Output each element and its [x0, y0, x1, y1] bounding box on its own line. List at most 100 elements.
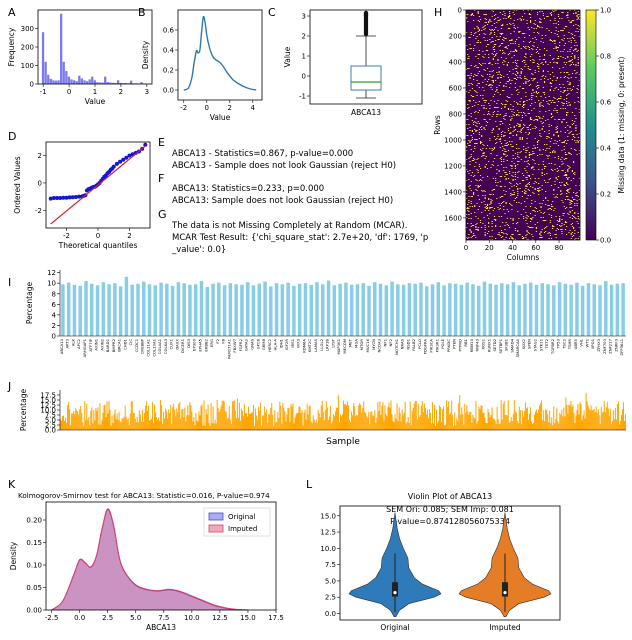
missing-cell [535, 39, 537, 40]
missing-cell [560, 131, 562, 132]
e-line-2: ABCA13 - Sample does not look Gaussian (… [172, 161, 396, 171]
panel-k-y-tick-label: 0.00 [26, 607, 42, 615]
missing-cell [535, 96, 537, 97]
missing-cell [512, 238, 514, 239]
sample-bar [588, 408, 590, 430]
panel-j-y-tick-label: 7.5 [45, 412, 56, 420]
missing-cell [495, 143, 497, 144]
sample-bar [359, 403, 361, 430]
missing-cell [503, 167, 505, 168]
missing-cell [531, 27, 533, 28]
missing-cell [570, 203, 572, 204]
missing-cell [514, 41, 517, 42]
missing-cell [506, 174, 508, 175]
column-label: BMPR2 [111, 338, 116, 352]
missing-cell [470, 226, 472, 227]
missing-cell [524, 125, 526, 126]
histogram-bar [88, 79, 91, 84]
missing-cell [517, 66, 519, 67]
missing-cell [563, 141, 565, 142]
missing-cell [478, 123, 480, 124]
missing-cell [571, 215, 574, 216]
missing-cell [540, 121, 542, 122]
column-bar [234, 284, 238, 336]
missing-cell [513, 200, 515, 201]
outlier-point [363, 10, 369, 16]
missing-cell [511, 194, 513, 195]
missing-cell [517, 123, 519, 124]
missing-cell [478, 199, 480, 200]
missing-cell [472, 20, 475, 21]
missing-cell [509, 171, 511, 172]
sample-bar [63, 415, 65, 430]
sample-bar [195, 412, 197, 430]
missing-cell [485, 22, 487, 23]
panel-k-y-tick-label: 0.10 [26, 562, 42, 570]
missing-cell [570, 224, 572, 225]
missing-cell [547, 79, 549, 80]
missing-cell [492, 165, 494, 166]
missing-cell [538, 190, 540, 191]
sample-bar [124, 405, 126, 430]
column-label: SF3B1 [504, 338, 509, 351]
missing-cell [540, 207, 542, 208]
panel-h-frame [465, 9, 581, 241]
missing-cell [495, 40, 497, 41]
missing-cell [569, 132, 571, 133]
missing-cell [509, 97, 511, 98]
column-bar [448, 283, 452, 336]
missing-cell [495, 220, 497, 221]
missing-cell [532, 148, 534, 149]
sample-bar [417, 403, 419, 430]
missing-cell [485, 19, 487, 20]
missing-cell [520, 78, 522, 79]
missing-cell [470, 83, 472, 84]
sample-bar [562, 416, 564, 430]
missing-cell [475, 143, 477, 144]
missing-cell [514, 165, 517, 166]
missing-cell [479, 175, 482, 176]
missing-cell [502, 62, 504, 63]
missing-cell [527, 109, 529, 110]
panel-h-y-tick-label: 600 [449, 84, 462, 92]
missing-cell [564, 76, 567, 77]
missing-cell [574, 205, 576, 206]
sample-bar [367, 417, 369, 430]
column-bar [557, 282, 562, 336]
colorbar-label: Missing data (1: missing, 0: present) [617, 56, 626, 193]
sample-bar [530, 421, 532, 430]
missing-cell [554, 197, 556, 198]
missing-cell [491, 239, 493, 240]
missing-cell [552, 10, 554, 11]
sample-bar [402, 415, 404, 430]
missing-cell [521, 61, 523, 62]
missing-cell [517, 161, 519, 162]
missing-cell [520, 132, 522, 133]
missing-cell [512, 223, 514, 224]
sample-bar [205, 409, 207, 430]
sample-bar [110, 425, 112, 430]
missing-cell [576, 195, 578, 196]
sample-bar [293, 423, 295, 430]
missing-cell [539, 237, 541, 238]
missing-cell [549, 20, 551, 21]
sample-bar [216, 400, 218, 430]
missing-cell [532, 217, 534, 218]
column-label: TP53 [556, 338, 561, 349]
missing-cell [486, 208, 489, 209]
missing-cell [546, 101, 548, 102]
missing-cell [532, 59, 534, 60]
colorbar-tick-label: 0.6 [600, 99, 612, 107]
column-label: SOX2 [521, 338, 526, 349]
panel-j-xlabel: Sample [326, 437, 360, 447]
missing-cell [559, 221, 561, 222]
sample-bar [489, 417, 491, 430]
missing-cell [512, 172, 514, 173]
missing-cell [556, 168, 558, 169]
sample-bar [558, 423, 560, 430]
missing-cell [520, 20, 522, 21]
missing-cell [505, 18, 507, 19]
missing-cell [516, 186, 518, 187]
missing-cell [576, 154, 578, 155]
